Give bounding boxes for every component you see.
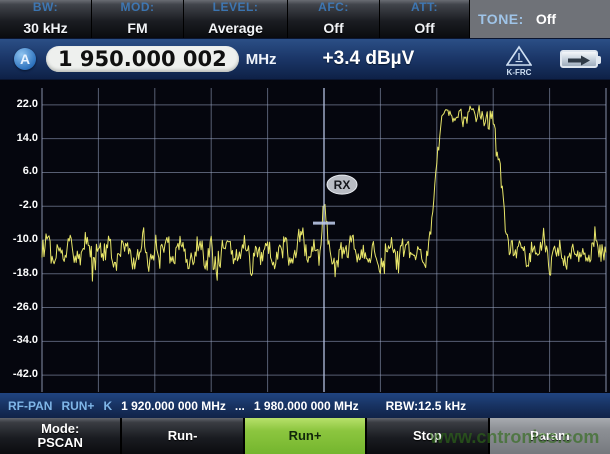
status-bar: RF-PAN RUN+ K 1 920.000 000 MHz ... 1 98… — [0, 393, 610, 418]
param-label-tone: TONE: — [478, 11, 524, 27]
param-value-afc: Off — [323, 20, 344, 36]
softkey-mode-line2: PSCAN — [37, 435, 83, 450]
softkey-mode[interactable]: Mode: PSCAN — [0, 418, 123, 454]
status-lock-icon: K — [103, 398, 113, 413]
param-cell-att[interactable]: ATT: Off — [380, 0, 470, 38]
softkey-stop-label: Stop — [412, 428, 442, 443]
y-axis-tick-label: -2.0 — [19, 199, 38, 212]
frequency-display[interactable]: 1 950.000 002 — [46, 46, 239, 72]
status-rbw: RBW:12.5 kHz — [385, 398, 467, 413]
battery-charging-icon — [560, 50, 601, 68]
warning-triangle-icon: K-FRC — [497, 42, 541, 80]
y-axis-tick-label: -34.0 — [12, 334, 38, 347]
status-start-frequency: 1 920.000 000 MHz — [121, 398, 226, 413]
spectrum-canvas[interactable]: RX — [0, 80, 610, 393]
y-axis-tick-label: -42.0 — [12, 368, 38, 381]
vfo-badge[interactable]: A — [14, 48, 36, 70]
frequency-bar: A 1 950.000 002 MHz +3.4 dBµV — [0, 38, 610, 80]
frequency-unit: MHz — [245, 50, 277, 68]
param-cell-mod[interactable]: MOD: FM — [92, 0, 184, 38]
status-mode: RF-PAN — [8, 398, 53, 413]
param-cell-level[interactable]: LEVEL: Average — [184, 0, 288, 38]
softkey-param[interactable]: Param — [489, 418, 610, 454]
param-value-att: Off — [414, 20, 435, 36]
param-cell-bw[interactable]: BW: 30 kHz — [0, 0, 92, 38]
svg-text:RX: RX — [334, 178, 351, 192]
status-range-ellipsis: ... — [234, 398, 245, 413]
param-label-bw: BW: — [32, 0, 59, 14]
status-stop-frequency: 1 980.000 000 MHz — [253, 398, 359, 413]
softkey-row: Mode: PSCAN Run- Run+ Stop Param — [0, 418, 610, 454]
param-value-bw: 30 kHz — [23, 20, 68, 36]
param-value-mod: FM — [127, 20, 148, 36]
spectrum-plot[interactable]: RX 22.0 14.0 6.0 -2.0 -10.0 -18.0 -26.0 -34.0 -4… — [0, 80, 610, 393]
y-axis-tick-label: -26.0 — [12, 300, 38, 313]
param-cell-tone[interactable]: TONE: Off — [470, 0, 610, 38]
y-axis-tick-label: -10.0 — [12, 233, 38, 245]
softkey-run-plus[interactable]: Run+ — [244, 418, 368, 454]
y-axis-tick-label: 6.0 — [22, 165, 38, 178]
signal-level-value: +3.4 dBµV — [322, 48, 415, 69]
charge-arrow-glyph — [568, 55, 590, 66]
softkey-run-plus-label: Run+ — [288, 428, 322, 443]
y-axis-tick-label: 22.0 — [16, 97, 38, 110]
param-value-level: Average — [208, 20, 263, 36]
y-axis-tick-label: -18.0 — [12, 266, 38, 279]
param-cell-afc[interactable]: AFC: Off — [288, 0, 380, 38]
frequency-value: 1 950.000 002 — [58, 47, 227, 71]
param-label-level: LEVEL: — [212, 0, 259, 14]
warning-triangle-glyph — [506, 45, 532, 66]
softkey-mode-line1: Mode: — [41, 421, 80, 436]
param-label-mod: MOD: — [120, 0, 155, 14]
param-value-tone: Off — [535, 11, 557, 27]
parameter-bar: BW: 30 kHz MOD: FM LEVEL: Average AFC: O… — [0, 0, 610, 38]
warning-caption: K-FRC — [506, 68, 532, 77]
param-label-afc: AFC: — [318, 0, 349, 14]
status-run-state: RUN+ — [61, 398, 95, 413]
param-label-att: ATT: — [410, 0, 439, 14]
softkey-stop[interactable]: Stop — [367, 418, 490, 454]
softkey-run-minus[interactable]: Run- — [122, 418, 245, 454]
y-axis-tick-label: 14.0 — [16, 131, 38, 144]
softkey-run-minus-label: Run- — [167, 428, 198, 443]
softkey-param-label: Param — [529, 428, 570, 443]
